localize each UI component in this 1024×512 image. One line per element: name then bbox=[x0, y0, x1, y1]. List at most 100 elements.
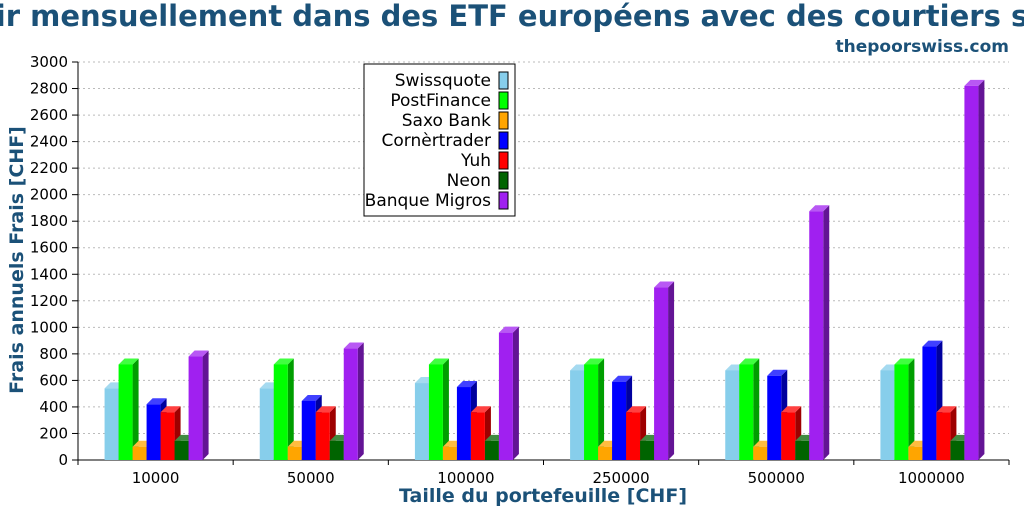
bar-front bbox=[104, 388, 119, 460]
bar-top bbox=[936, 406, 957, 413]
axes bbox=[77, 62, 1009, 461]
bar-front bbox=[584, 364, 599, 460]
bar-side bbox=[668, 281, 675, 460]
grid-lines bbox=[78, 61, 1009, 434]
bar-front bbox=[922, 346, 937, 460]
y-tick-label: 2000 bbox=[30, 186, 68, 204]
bar-front bbox=[809, 211, 824, 460]
bar-top bbox=[739, 358, 760, 365]
chart-title: …ir mensuellement dans des ETF européens… bbox=[0, 0, 1024, 33]
bars bbox=[104, 79, 985, 460]
bar-top bbox=[964, 79, 985, 86]
bar-top bbox=[584, 358, 605, 365]
bar-front bbox=[654, 287, 669, 460]
bar-front bbox=[132, 446, 147, 460]
bar-front bbox=[753, 446, 768, 460]
bar bbox=[894, 358, 915, 460]
bar-side bbox=[823, 205, 830, 460]
y-tick-label: 1200 bbox=[30, 292, 68, 310]
bar-top bbox=[809, 205, 830, 212]
bar-front bbox=[484, 440, 499, 460]
bar-front bbox=[767, 375, 782, 460]
bar-top bbox=[767, 369, 788, 376]
bar-front bbox=[301, 400, 316, 460]
bar-top bbox=[160, 406, 181, 413]
bar-front bbox=[795, 440, 810, 460]
bar bbox=[964, 79, 985, 460]
bar-front bbox=[160, 412, 175, 460]
bar-front bbox=[146, 404, 161, 460]
bar-side bbox=[598, 358, 605, 460]
legend-swatch bbox=[498, 151, 509, 170]
bar-front bbox=[174, 440, 189, 460]
bar-front bbox=[414, 383, 429, 460]
bar-front bbox=[894, 364, 909, 460]
y-tick-label: 1600 bbox=[30, 239, 68, 257]
bar-top bbox=[456, 381, 477, 388]
bar-top bbox=[612, 375, 633, 382]
y-tick-label: 1800 bbox=[30, 212, 68, 230]
bar-front bbox=[880, 370, 895, 460]
source-label: thepoorswiss.com bbox=[836, 37, 1010, 57]
bar-front bbox=[315, 412, 330, 460]
bar-front bbox=[456, 387, 471, 460]
bar-side bbox=[978, 79, 985, 460]
bar-front bbox=[964, 85, 979, 460]
bar-side bbox=[908, 358, 915, 460]
bar-top bbox=[146, 398, 167, 405]
legend-label: Neon bbox=[447, 171, 491, 191]
bar-front bbox=[781, 412, 796, 460]
legend-label: Yuh bbox=[460, 151, 491, 171]
y-tick-label: 200 bbox=[39, 424, 68, 442]
bar bbox=[343, 342, 364, 460]
x-axis-title: Taille du portefeuille [CHF] bbox=[399, 485, 687, 507]
legend-swatch bbox=[498, 71, 509, 90]
bar-front bbox=[329, 440, 344, 460]
bar-side bbox=[287, 358, 294, 460]
y-tick-label: 2200 bbox=[30, 159, 68, 177]
bar bbox=[809, 205, 830, 460]
bar-front bbox=[612, 381, 627, 460]
legend-swatch bbox=[498, 91, 509, 110]
bar bbox=[118, 358, 139, 460]
legend-label: PostFinance bbox=[390, 91, 491, 111]
x-tick-label: 10000 bbox=[132, 469, 180, 487]
bar-side bbox=[202, 350, 209, 460]
bar-top bbox=[498, 326, 519, 333]
bar-front bbox=[598, 446, 613, 460]
bar-top bbox=[654, 281, 675, 288]
bar-front bbox=[908, 446, 923, 460]
bar-top bbox=[626, 406, 647, 413]
x-tick-label: 50000 bbox=[287, 469, 335, 487]
legend-label: Swissquote bbox=[395, 71, 491, 91]
legend-swatch bbox=[498, 111, 509, 130]
bar-side bbox=[132, 358, 139, 460]
x-tick-label: 250000 bbox=[592, 469, 649, 487]
bar-front bbox=[343, 348, 358, 460]
bar-top bbox=[470, 406, 491, 413]
legend-label: Cornèrtrader bbox=[382, 131, 492, 151]
y-axis-ticks: 0 200 400 600 800 1000 1200 1400 1600 1800 2000 220… bbox=[30, 53, 78, 469]
bar bbox=[498, 326, 519, 460]
y-tick-label: 600 bbox=[39, 371, 68, 389]
bar-top bbox=[301, 394, 322, 401]
legend-swatch bbox=[498, 131, 509, 150]
bar-top bbox=[315, 406, 336, 413]
y-tick-label: 2600 bbox=[30, 106, 68, 124]
y-axis-title: Frais annuels Frais [CHF] bbox=[6, 126, 28, 394]
bar-side bbox=[753, 358, 760, 460]
bar-front bbox=[188, 356, 203, 460]
bar-front bbox=[725, 370, 740, 460]
bar-front bbox=[498, 332, 513, 460]
y-tick-label: 0 bbox=[58, 451, 68, 469]
bar-side bbox=[357, 342, 364, 460]
bar-front bbox=[570, 370, 585, 460]
legend-box bbox=[363, 63, 516, 217]
bar bbox=[273, 358, 294, 460]
bar bbox=[428, 358, 449, 460]
bar-top bbox=[343, 342, 364, 349]
bar bbox=[188, 350, 209, 460]
bar-top bbox=[188, 350, 209, 357]
y-tick-label: 800 bbox=[39, 345, 68, 363]
